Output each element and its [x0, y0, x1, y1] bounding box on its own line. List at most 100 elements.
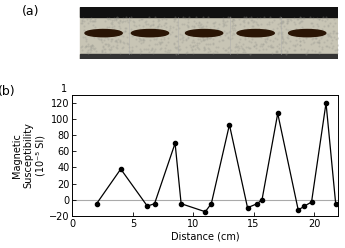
- Point: [196, 25, 201, 29]
- Point: [210, 51, 216, 55]
- Point: [133, 24, 138, 28]
- Point: [173, 52, 179, 56]
- Point: [151, 22, 156, 26]
- Point: [301, 40, 307, 44]
- Point: [91, 28, 97, 32]
- Point: [284, 19, 290, 23]
- Point: [278, 16, 284, 20]
- Point: [285, 33, 290, 37]
- Point: [120, 19, 126, 23]
- Point: [112, 39, 118, 43]
- Point: [93, 49, 99, 53]
- Point: [123, 15, 129, 19]
- Point: [320, 15, 326, 19]
- Point: [179, 22, 185, 26]
- Point: [284, 35, 290, 39]
- Point: [116, 24, 121, 28]
- Point: [162, 49, 168, 53]
- Point: [238, 44, 244, 48]
- Point: [78, 21, 83, 25]
- Point: [248, 40, 254, 44]
- Point: [165, 40, 170, 44]
- Point: [146, 50, 152, 54]
- Point: [284, 17, 289, 21]
- Point: [241, 28, 247, 32]
- Point: [279, 19, 285, 23]
- Point: [190, 34, 195, 38]
- Point: [233, 44, 239, 48]
- Point: [195, 46, 200, 50]
- Point: [297, 34, 302, 38]
- Text: 1: 1: [61, 84, 67, 94]
- Point: [101, 38, 106, 42]
- Point: [242, 50, 247, 54]
- Point: [294, 42, 300, 46]
- Point: [166, 28, 171, 31]
- Point: [298, 15, 303, 19]
- Point: [196, 20, 202, 24]
- Point: [99, 48, 105, 52]
- Point: [236, 46, 242, 50]
- Point: [211, 42, 216, 46]
- Point: [314, 35, 319, 39]
- Point: [283, 40, 288, 44]
- Point: [99, 27, 105, 31]
- Point: [273, 50, 278, 54]
- Point: [329, 46, 335, 50]
- Point: [305, 48, 311, 52]
- Point: [292, 48, 298, 52]
- Point: [279, 36, 285, 40]
- Point: [175, 45, 180, 49]
- Point: [200, 37, 205, 41]
- Point: [285, 19, 290, 23]
- Point: [324, 44, 329, 48]
- Point: [156, 22, 161, 26]
- Point: [223, 23, 229, 27]
- Point: [229, 36, 235, 40]
- Point: [220, 24, 226, 28]
- Point: [306, 31, 312, 35]
- Point: [201, 35, 206, 39]
- Bar: [80, 7, 338, 17]
- Point: [295, 30, 300, 34]
- Point: [332, 29, 337, 33]
- Point: [291, 29, 296, 33]
- Point: [323, 15, 328, 19]
- Point: [147, 24, 153, 28]
- Point: [250, 32, 256, 36]
- Point: [98, 38, 104, 42]
- Point: [201, 38, 207, 42]
- Point: [241, 48, 247, 52]
- Point: [272, 36, 278, 40]
- Point: [247, 46, 253, 50]
- Point: [250, 24, 255, 28]
- Point: [187, 43, 193, 47]
- Point: [331, 31, 336, 35]
- Point: [244, 15, 249, 19]
- Point: [87, 17, 92, 21]
- Point: [229, 26, 234, 30]
- Point: [155, 27, 160, 31]
- Point: [260, 42, 266, 46]
- Point: [169, 30, 175, 34]
- Point: [201, 46, 206, 50]
- Point: [278, 21, 284, 25]
- Point: [219, 38, 225, 42]
- Point: [212, 21, 217, 25]
- Point: [101, 31, 107, 35]
- Point: [201, 48, 207, 52]
- Point: [134, 44, 139, 48]
- Point: [280, 20, 286, 24]
- Point: [232, 23, 238, 27]
- Point: [221, 23, 226, 27]
- Point: [92, 30, 98, 34]
- Point: [111, 33, 116, 37]
- Circle shape: [131, 30, 169, 37]
- Point: [237, 37, 243, 41]
- Point: [85, 44, 91, 48]
- Point: [191, 26, 197, 30]
- Point: [124, 41, 130, 45]
- X-axis label: Distance (cm): Distance (cm): [171, 231, 239, 241]
- Point: [285, 17, 290, 21]
- Point: [195, 43, 200, 47]
